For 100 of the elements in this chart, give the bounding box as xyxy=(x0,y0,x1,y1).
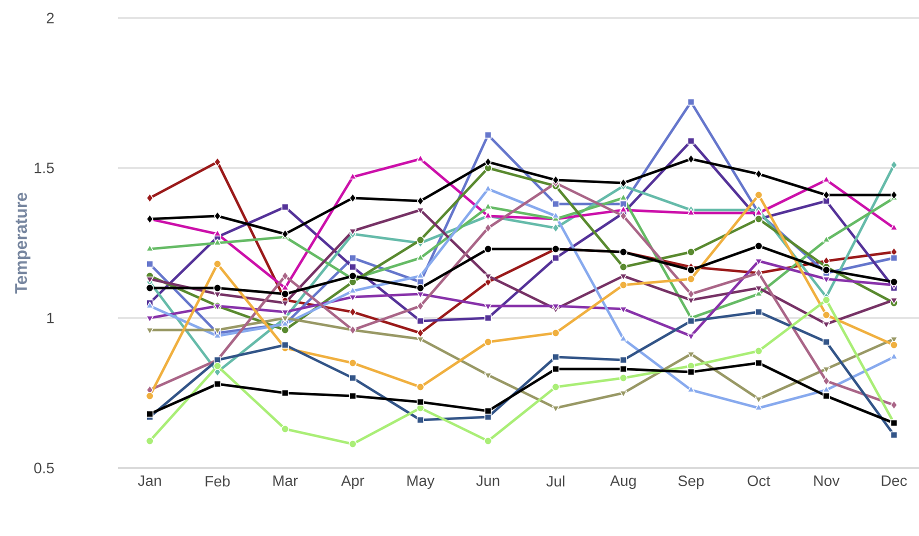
point xyxy=(890,254,898,262)
point xyxy=(348,272,357,280)
point xyxy=(484,212,492,218)
point xyxy=(146,410,154,418)
point xyxy=(484,244,492,253)
point xyxy=(146,284,154,292)
point xyxy=(213,284,222,292)
point xyxy=(416,292,424,298)
point xyxy=(348,294,357,302)
point xyxy=(282,203,289,211)
point xyxy=(552,254,560,262)
point xyxy=(822,296,830,304)
point xyxy=(687,248,696,256)
point xyxy=(146,392,154,400)
point xyxy=(146,316,154,322)
point xyxy=(416,154,424,162)
point xyxy=(281,316,289,322)
point xyxy=(754,404,763,410)
x-tick-label: Feb xyxy=(206,476,230,487)
point xyxy=(484,223,492,233)
point xyxy=(687,208,695,216)
y-axis-title: Temperature xyxy=(15,192,30,294)
point xyxy=(755,308,762,316)
y-tick-label: 0.5 xyxy=(34,462,54,474)
point xyxy=(822,376,830,386)
point xyxy=(687,266,696,274)
x-tick-label: Jul xyxy=(546,476,564,487)
point xyxy=(146,276,154,284)
point xyxy=(349,325,356,335)
point xyxy=(282,389,289,397)
point xyxy=(552,200,560,208)
point xyxy=(552,223,560,233)
point xyxy=(416,196,424,206)
y-tick-label: 1 xyxy=(47,312,54,324)
point xyxy=(620,356,627,364)
point xyxy=(552,328,560,337)
point xyxy=(281,310,289,316)
point xyxy=(282,271,289,281)
point xyxy=(890,190,898,200)
point xyxy=(281,290,290,298)
point xyxy=(484,202,492,210)
x-tick-label: Sep xyxy=(678,476,704,490)
point xyxy=(822,310,830,319)
y-tick-label: 1.5 xyxy=(34,162,54,174)
point xyxy=(822,266,830,274)
point xyxy=(349,193,356,203)
point xyxy=(281,300,289,308)
point xyxy=(620,178,627,188)
x-tick-label: Dec xyxy=(882,476,907,486)
point xyxy=(349,263,356,271)
point xyxy=(484,131,492,139)
point xyxy=(484,314,492,322)
point xyxy=(620,334,628,342)
x-tick-label: Jan xyxy=(138,476,161,486)
point xyxy=(687,137,695,145)
point xyxy=(146,437,154,445)
point xyxy=(822,392,830,400)
x-tick-label: Nov xyxy=(814,476,840,486)
point xyxy=(620,274,628,280)
point xyxy=(822,197,830,205)
point xyxy=(484,407,492,415)
point xyxy=(890,400,898,410)
point xyxy=(552,304,560,310)
point xyxy=(890,224,898,230)
point xyxy=(281,326,290,334)
point xyxy=(755,359,762,367)
point xyxy=(213,362,222,370)
point xyxy=(620,206,628,212)
point xyxy=(822,338,830,346)
point xyxy=(687,368,695,376)
point xyxy=(214,380,222,388)
point xyxy=(484,304,492,310)
point xyxy=(214,328,222,334)
x-tick-label: Oct xyxy=(748,476,770,486)
point xyxy=(484,338,492,346)
x-tick-label: Apr xyxy=(341,476,364,489)
point xyxy=(890,298,898,304)
point xyxy=(281,284,289,290)
point xyxy=(822,176,830,182)
point xyxy=(416,398,424,406)
point xyxy=(349,392,356,400)
point xyxy=(754,347,763,355)
point xyxy=(687,317,695,325)
point xyxy=(484,184,492,192)
point xyxy=(687,289,695,299)
point xyxy=(687,98,695,106)
y-tick-label: 2 xyxy=(46,12,54,24)
point xyxy=(755,169,762,179)
point xyxy=(348,286,357,294)
point xyxy=(619,281,628,289)
x-tick-label: Jun xyxy=(476,476,500,486)
point xyxy=(416,317,424,325)
point xyxy=(214,230,222,236)
x-tick-label: Mar xyxy=(273,476,298,486)
point xyxy=(214,157,221,167)
point xyxy=(687,275,696,283)
point xyxy=(552,353,560,361)
point xyxy=(620,365,627,373)
point xyxy=(416,416,424,424)
point xyxy=(416,254,424,260)
